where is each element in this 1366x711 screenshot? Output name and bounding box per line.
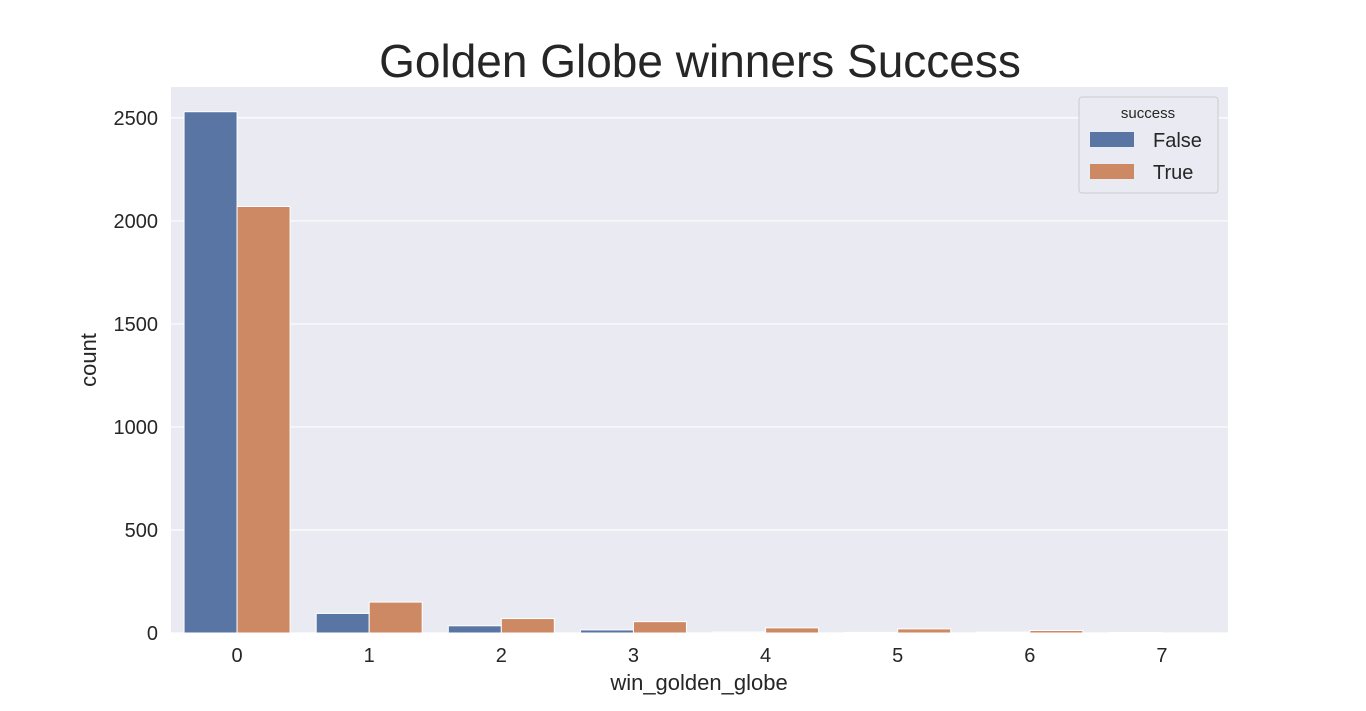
x-tick-label: 1 — [364, 645, 375, 667]
chart-title: Golden Globe winners Success — [379, 35, 1021, 87]
x-tick-label: 6 — [1024, 645, 1035, 667]
bar-true-2 — [500, 618, 555, 634]
x-axis-label: win_golden_globe — [609, 670, 787, 695]
legend-label-false: False — [1153, 130, 1202, 152]
bars-group — [183, 111, 1163, 634]
bar-false-3 — [579, 629, 634, 634]
x-tick-label: 7 — [1156, 645, 1167, 667]
legend: success False True — [1078, 96, 1219, 194]
bar-false-6 — [976, 631, 1031, 634]
y-tick-label: 1500 — [114, 314, 159, 336]
x-tick-label: 3 — [628, 645, 639, 667]
bar-false-1 — [315, 612, 370, 634]
legend-label-true: True — [1153, 162, 1193, 184]
y-tick-labels: 0 500 1000 1500 2000 2500 — [114, 108, 159, 645]
bar-true-5 — [897, 628, 952, 634]
y-tick-label: 1000 — [114, 417, 159, 439]
x-tick-label: 0 — [232, 645, 243, 667]
y-tick-label: 500 — [125, 520, 158, 542]
x-tick-label: 4 — [760, 645, 771, 667]
legend-swatch-false — [1090, 132, 1134, 147]
y-tick-label: 0 — [147, 623, 158, 645]
x-tick-label: 5 — [892, 645, 903, 667]
bar-true-0 — [236, 206, 291, 634]
bar-true-6 — [1029, 630, 1084, 634]
bar-false-4 — [712, 631, 767, 634]
bar-true-4 — [765, 627, 820, 634]
bar-false-5 — [844, 631, 899, 634]
y-tick-label: 2000 — [114, 211, 159, 233]
bar-true-1 — [368, 601, 423, 634]
x-tick-labels: 0 1 2 3 4 5 6 7 — [232, 645, 1168, 667]
bar-false-0 — [183, 111, 238, 634]
y-axis-label: count — [76, 333, 101, 387]
legend-swatch-true — [1090, 164, 1134, 179]
bar-true-3 — [632, 621, 687, 634]
x-tick-label: 2 — [496, 645, 507, 667]
plot-area — [171, 87, 1228, 633]
bar-false-2 — [447, 625, 502, 634]
legend-title: success — [1121, 105, 1175, 122]
y-tick-label: 2500 — [114, 108, 159, 130]
